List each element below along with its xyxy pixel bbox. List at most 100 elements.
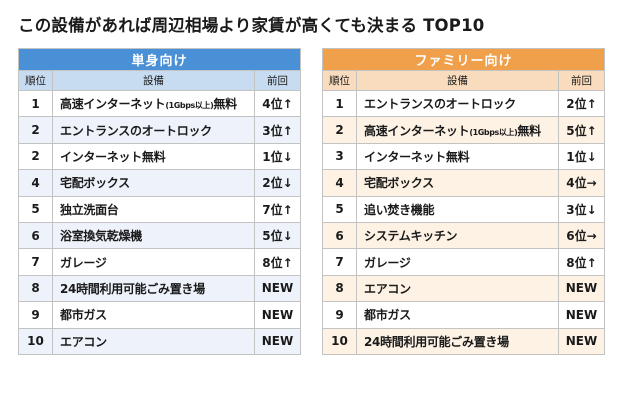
- page-title: この設備があれば周辺相場より家賃が高くても決まる TOP10: [18, 16, 485, 35]
- previous-rank-cell: 4位↑: [253, 89, 302, 118]
- facility-cell: ガレージ: [356, 248, 559, 276]
- rank-cell: 8: [18, 274, 53, 303]
- previous-rank-cell: 2位↑: [557, 89, 606, 118]
- facility-note: (1Gbps以上): [165, 101, 214, 111]
- table-row: 7 ガレージ 8位↑: [322, 248, 606, 276]
- facility-cell: 24時間利用可能ごみ置き場: [356, 327, 559, 355]
- rank-cell: 1: [322, 89, 357, 118]
- family-ranking-table: ファミリー向け 順位 設備 前回 1 エントランスのオートロック 2位↑ 2 高速インタ…: [321, 48, 606, 355]
- facility-cell: 独立洗面台: [52, 195, 255, 223]
- table-row: 2 高速インターネット(1Gbps以上)無料 5位↑: [322, 116, 606, 144]
- facility-cell: エアコン: [356, 274, 559, 303]
- facility-cell: 追い焚き機能: [356, 195, 559, 223]
- facility-cell: 宅配ボックス: [52, 169, 255, 197]
- rank-cell: 10: [322, 327, 357, 355]
- family-table-header: ファミリー向け: [321, 48, 606, 71]
- previous-rank-cell: 3位↑: [253, 116, 302, 144]
- previous-rank-cell: NEW: [557, 274, 606, 303]
- facility-cell: エントランスのオートロック: [52, 116, 255, 144]
- facility-name: 独立洗面台: [60, 202, 119, 217]
- previous-rank-cell: 1位↓: [253, 142, 302, 171]
- rank-cell: 9: [18, 301, 53, 329]
- previous-rank-cell: 2位↓: [253, 169, 302, 197]
- table-row: 6 浴室換気乾燥機 5位↓: [18, 221, 302, 250]
- facility-name: インターネット無料: [60, 149, 166, 164]
- rank-cell: 7: [18, 248, 53, 276]
- rank-cell: 8: [322, 274, 357, 303]
- previous-rank-cell: 5位↑: [557, 116, 606, 144]
- facility-name: 追い焚き機能: [364, 202, 435, 217]
- rank-column-header: 順位: [18, 70, 53, 91]
- facility-cell: エアコン: [52, 327, 255, 355]
- table-row: 2 エントランスのオートロック 3位↑: [18, 116, 302, 144]
- facility-cell: 宅配ボックス: [356, 169, 559, 197]
- facility-name: エアコン: [364, 281, 411, 296]
- previous-rank-cell: 3位↓: [557, 195, 606, 223]
- rank-cell: 6: [322, 221, 357, 250]
- table-row: 10 エアコン NEW: [18, 327, 302, 355]
- table-row: 9 都市ガス NEW: [18, 301, 302, 329]
- facility-cell: 都市ガス: [52, 301, 255, 329]
- rank-cell: 10: [18, 327, 53, 355]
- table-row: 3 インターネット無料 1位↓: [322, 142, 606, 171]
- facility-cell: エントランスのオートロック: [356, 89, 559, 118]
- family-ranking-rows: 1 エントランスのオートロック 2位↑ 2 高速インターネット(1Gbps以上)無料 5位…: [322, 89, 606, 355]
- table-row: 9 都市ガス NEW: [322, 301, 606, 329]
- facility-name: ガレージ: [364, 255, 411, 270]
- rank-cell: 5: [322, 195, 357, 223]
- table-row: 1 高速インターネット(1Gbps以上)無料 4位↑: [18, 89, 302, 118]
- previous-rank-cell: NEW: [557, 301, 606, 329]
- facility-name: インターネット無料: [364, 149, 470, 164]
- facility-name: ガレージ: [60, 255, 107, 270]
- rank-cell: 4: [322, 169, 357, 197]
- facility-cell: インターネット無料: [356, 142, 559, 171]
- facility-column-header: 設備: [356, 70, 559, 91]
- rank-cell: 4: [18, 169, 53, 197]
- facility-cell: インターネット無料: [52, 142, 255, 171]
- facility-name: エントランスのオートロック: [364, 97, 516, 112]
- previous-rank-cell: NEW: [557, 327, 606, 355]
- table-row: 8 エアコン NEW: [322, 274, 606, 303]
- rank-cell: 2: [18, 142, 53, 171]
- previous-rank-cell: 5位↓: [253, 221, 302, 250]
- facility-name: 24時間利用可能ごみ置き場: [364, 334, 509, 349]
- facility-cell: システムキッチン: [356, 221, 559, 250]
- previous-rank-cell: NEW: [253, 327, 302, 355]
- facility-name: エントランスのオートロック: [60, 123, 212, 138]
- table-row: 2 インターネット無料 1位↓: [18, 142, 302, 171]
- single-ranking-table: 単身向け 順位 設備 前回 1 高速インターネット(1Gbps以上)無料 4位↑ 2 エ…: [17, 48, 302, 355]
- previous-column-header: 前回: [557, 70, 606, 91]
- previous-rank-cell: NEW: [253, 301, 302, 329]
- rank-cell: 2: [322, 116, 357, 144]
- facility-column-header: 設備: [52, 70, 255, 91]
- facility-suffix: 無料: [517, 123, 541, 138]
- facility-suffix: 無料: [213, 97, 237, 112]
- facility-cell: 高速インターネット(1Gbps以上)無料: [52, 89, 255, 118]
- table-row: 4 宅配ボックス 2位↓: [18, 169, 302, 197]
- table-row: 4 宅配ボックス 4位→: [322, 169, 606, 197]
- facility-name: 宅配ボックス: [60, 176, 130, 191]
- rank-cell: 6: [18, 221, 53, 250]
- rank-cell: 3: [322, 142, 357, 171]
- rank-cell: 1: [18, 89, 53, 118]
- table-row: 5 独立洗面台 7位↑: [18, 195, 302, 223]
- facility-cell: 24時間利用可能ごみ置き場: [52, 274, 255, 303]
- previous-rank-cell: 6位→: [557, 221, 606, 250]
- facility-name: 高速インターネット: [364, 123, 470, 138]
- rank-cell: 5: [18, 195, 53, 223]
- facility-cell: 高速インターネット(1Gbps以上)無料: [356, 116, 559, 144]
- table-row: 8 24時間利用可能ごみ置き場 NEW: [18, 274, 302, 303]
- table-row: 1 エントランスのオートロック 2位↑: [322, 89, 606, 118]
- facility-name: 24時間利用可能ごみ置き場: [60, 281, 205, 296]
- previous-column-header: 前回: [253, 70, 302, 91]
- table-row: 6 システムキッチン 6位→: [322, 221, 606, 250]
- previous-rank-cell: 4位→: [557, 169, 606, 197]
- facility-name: 高速インターネット: [60, 97, 166, 112]
- facility-cell: 都市ガス: [356, 301, 559, 329]
- facility-name: エアコン: [60, 334, 107, 349]
- single-table-header: 単身向け: [17, 48, 302, 71]
- facility-name: 浴室換気乾燥機: [60, 229, 142, 244]
- facility-name: システムキッチン: [364, 229, 458, 244]
- rank-column-header: 順位: [322, 70, 357, 91]
- facility-cell: ガレージ: [52, 248, 255, 276]
